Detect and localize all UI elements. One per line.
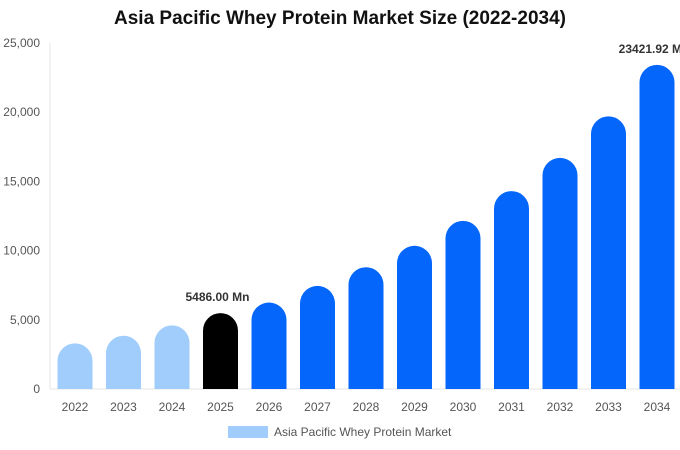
- x-tick-label: 2024: [159, 400, 186, 414]
- x-tick-label: 2023: [110, 400, 137, 414]
- x-tick-label: 2028: [353, 400, 380, 414]
- bar-2024: [154, 325, 190, 389]
- x-tick-label: 2027: [304, 400, 331, 414]
- x-tick-label: 2022: [62, 400, 89, 414]
- x-tick-label: 2026: [256, 400, 283, 414]
- y-tick-label: 20,000: [3, 105, 40, 119]
- bar-2028: [348, 267, 384, 389]
- bar-2031: [494, 191, 529, 389]
- y-tick-label: 0: [33, 382, 40, 396]
- x-tick-label: 2032: [547, 400, 574, 414]
- bar-2026: [251, 302, 287, 389]
- x-tick-label: 2025: [207, 400, 234, 414]
- legend-label: Asia Pacific Whey Protein Market: [274, 425, 452, 439]
- x-tick-label: 2033: [595, 400, 622, 414]
- bar-2033: [591, 116, 626, 390]
- bar-2034: [639, 64, 675, 389]
- legend: Asia Pacific Whey Protein Market: [228, 425, 451, 439]
- bar-2023: [106, 335, 141, 389]
- x-tick-label: 2030: [450, 400, 477, 414]
- y-tick-label: 15,000: [3, 174, 40, 188]
- bar-2022: [57, 343, 93, 389]
- data-label-2025: 5486.00 Mn: [185, 290, 249, 304]
- x-tick-label: 2029: [401, 400, 428, 414]
- bar-2029: [397, 245, 432, 389]
- chart-title: Asia Pacific Whey Protein Market Size (2…: [114, 8, 566, 29]
- x-tick-label: 2034: [644, 400, 671, 414]
- data-label-2034: 23421.92 Mn: [619, 42, 680, 56]
- y-tick-label: 25,000: [3, 36, 40, 50]
- bar-2032: [542, 157, 578, 389]
- y-tick-label: 10,000: [3, 244, 40, 258]
- legend-swatch: [228, 426, 268, 438]
- x-tick-label: 2031: [498, 400, 525, 414]
- y-tick-label: 5,000: [10, 313, 40, 327]
- bar-2030: [445, 220, 481, 389]
- bar-2025: [203, 313, 238, 389]
- bar-2027: [300, 285, 335, 389]
